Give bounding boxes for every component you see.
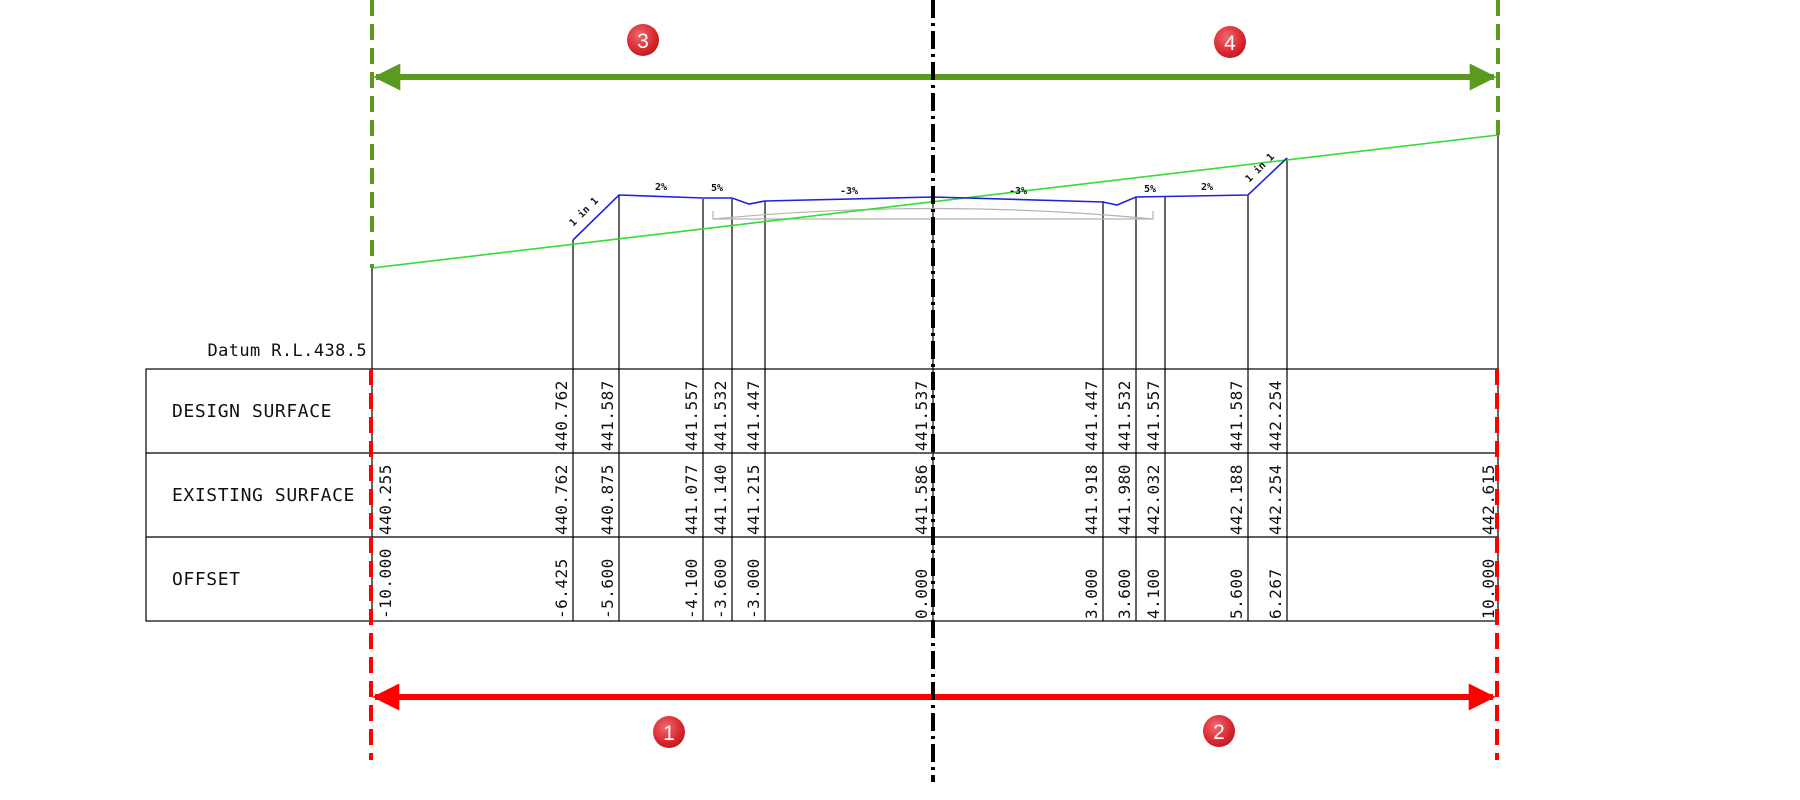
marker-label: 3	[637, 30, 649, 53]
table-cells: 440.255 -10.000 440.762 440.762 -6.425 441.58…	[376, 380, 1498, 619]
marker-badge	[653, 716, 685, 748]
marker-badge	[1214, 26, 1246, 58]
row-label-design-surface: DESIGN SURFACE	[172, 401, 332, 422]
row-label-offset: OFFSET	[172, 569, 241, 590]
design-surface-line	[572, 157, 1288, 241]
table-cell-design: 441.532	[711, 380, 730, 451]
grade-left-batter: 1 in 1	[567, 195, 601, 229]
table-cell-existing: 442.188	[1227, 464, 1246, 535]
table-cell-design: 441.557	[682, 380, 701, 451]
table-cell-offset: 6.267	[1266, 568, 1285, 619]
grade-left-lane: -3%	[840, 186, 858, 197]
table-cell-existing: 441.918	[1082, 464, 1101, 535]
table-cell-offset: -3.600	[711, 558, 730, 619]
grade-right-verge: 2%	[1201, 182, 1213, 193]
table-cell-existing: 442.615	[1479, 464, 1498, 535]
table-cell-existing: 441.586	[912, 464, 931, 535]
table-cell-existing: 440.762	[552, 464, 571, 535]
table-cell-offset: -4.100	[682, 558, 701, 619]
table-cell-design: 441.587	[598, 380, 617, 451]
table-cell-offset: 5.600	[1227, 568, 1246, 619]
table-cell-offset: -10.000	[376, 548, 395, 619]
grade-right-batter: 1 in 1	[1243, 151, 1277, 185]
table-cell-existing: 440.255	[376, 464, 395, 535]
table-cell-existing: 441.215	[744, 464, 763, 535]
table-cell-design: 441.532	[1115, 380, 1134, 451]
table-cell-offset: -3.000	[744, 558, 763, 619]
table-cell-existing: 442.254	[1266, 464, 1285, 535]
marker-badge	[627, 24, 659, 56]
table-cell-existing: 442.032	[1144, 464, 1163, 535]
marker-badge	[1203, 715, 1235, 747]
grade-right-shoulder: 5%	[1144, 184, 1156, 195]
datum-label: Datum R.L.438.5	[207, 341, 367, 361]
table-cell-existing: 440.875	[598, 464, 617, 535]
marker-3: 3	[627, 24, 659, 56]
table-cell-design: 441.537	[912, 380, 931, 451]
table-cell-offset: -5.600	[598, 558, 617, 619]
table-cell-offset: 10.000	[1479, 558, 1498, 619]
marker-2: 2	[1203, 715, 1235, 747]
table-cell-offset: 4.100	[1144, 568, 1163, 619]
table-cell-design: 440.762	[552, 380, 571, 451]
table-cell-existing: 441.140	[711, 464, 730, 535]
marker-label: 4	[1224, 32, 1236, 55]
grade-left-shoulder: 5%	[711, 183, 723, 194]
pavement-layer	[712, 207, 1154, 220]
grade-annotations: 1 in 1 2% 5% -3% -3% 5% 2% 1 in 1	[567, 151, 1277, 229]
table-cell-offset: 3.600	[1115, 568, 1134, 619]
marker-4: 4	[1214, 26, 1246, 58]
table-cell-existing: 441.077	[682, 464, 701, 535]
table-cell-offset: 3.000	[1082, 568, 1101, 619]
table-cell-design: 441.447	[1082, 380, 1101, 451]
grade-left-verge: 2%	[655, 182, 667, 193]
table-cell-offset: -6.425	[552, 558, 571, 619]
marker-label: 1	[663, 722, 675, 745]
table-cell-design: 441.587	[1227, 380, 1246, 451]
table-cell-design: 441.557	[1144, 380, 1163, 451]
row-labels: DESIGN SURFACE EXISTING SURFACE OFFSET	[172, 401, 355, 590]
marker-label: 2	[1213, 721, 1225, 744]
table-cell-offset: 0.000	[912, 568, 931, 619]
marker-1: 1	[653, 716, 685, 748]
grade-right-lane: -3%	[1009, 186, 1027, 197]
table-cell-existing: 441.980	[1115, 464, 1134, 535]
table-cell-design: 441.447	[744, 380, 763, 451]
row-label-existing-surface: EXISTING SURFACE	[172, 485, 355, 506]
table-cell-design: 442.254	[1266, 380, 1285, 451]
